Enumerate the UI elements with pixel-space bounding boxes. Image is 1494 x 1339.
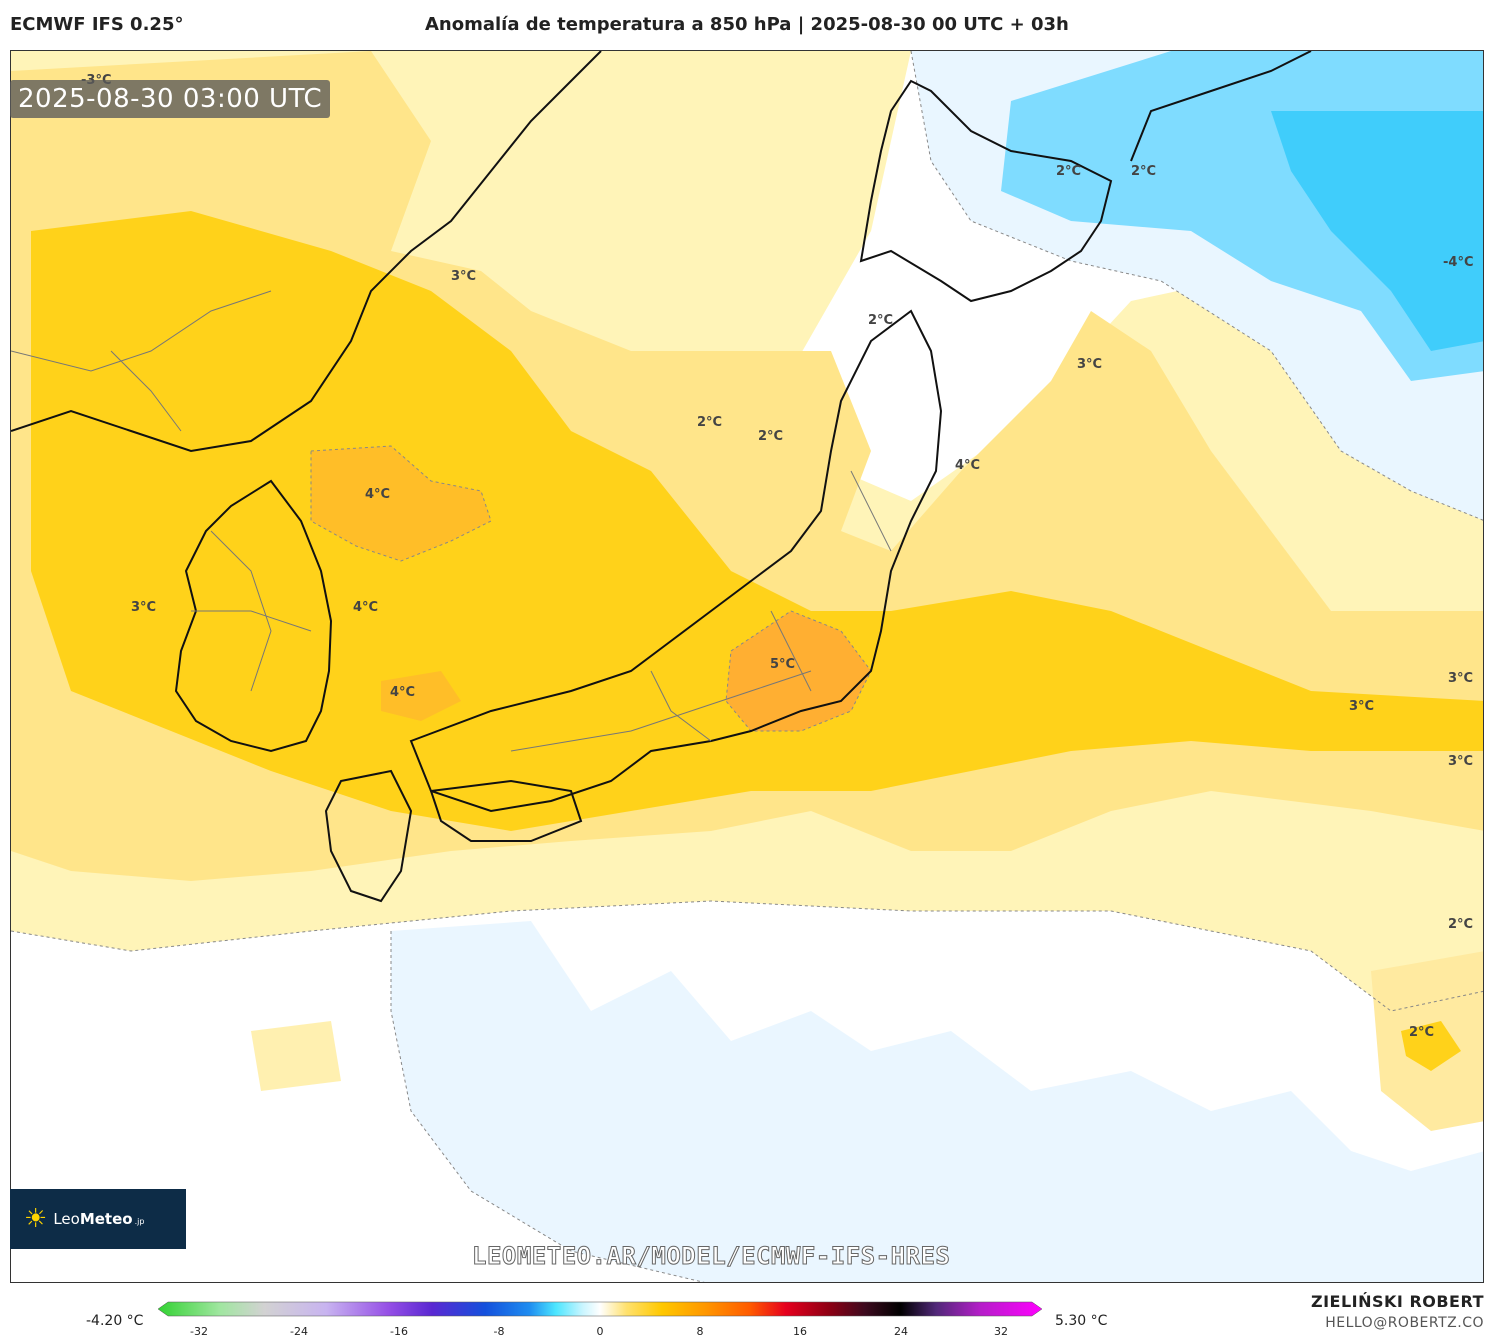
coastline-shikoku — [429, 779, 583, 842]
contour-label: 2°C — [697, 415, 723, 430]
contour-label: 4°C — [955, 458, 981, 473]
coastline-mainland — [11, 51, 602, 453]
model-name: ECMWF IFS 0.25° — [10, 14, 184, 35]
colorbar-min-label: -4.20 °C — [86, 1313, 144, 1329]
anomaly-field-cool-south — [391, 921, 1483, 1282]
admin-border — [11, 290, 272, 372]
colorbar — [158, 1301, 1042, 1317]
contour-label: 3°C — [131, 600, 157, 615]
anomaly-field-coldest-ne — [1271, 111, 1483, 351]
map-title: Anomalía de temperatura a 850 hPa | 2025… — [425, 14, 1069, 35]
leometeo-logo[interactable]: ☀ LeoMeteo .jp — [10, 1189, 186, 1249]
admin-borders — [11, 290, 892, 752]
admin-border — [110, 350, 182, 432]
colorbar-tick: -8 — [493, 1325, 505, 1338]
logo-text: LeoMeteo .jp — [53, 1210, 145, 1228]
colorbar-tick: 24 — [894, 1325, 908, 1338]
colorbar-tick: -24 — [290, 1325, 308, 1338]
anomaly-field-orange-korea — [311, 446, 491, 561]
contour-label: 3°C — [1448, 754, 1474, 769]
admin-border — [510, 670, 812, 752]
author-email[interactable]: HELLO@ROBERTZ.CO — [1325, 1315, 1484, 1331]
anomaly-map — [11, 51, 1483, 1282]
coastline-hokkaido — [859, 79, 1113, 303]
contour-label: 3°C — [1448, 671, 1474, 686]
colorbar-tick: 0 — [596, 1325, 604, 1338]
coastline-sakhalin-kamchatka — [1130, 51, 1312, 162]
anomaly-field-warm-se-core — [1401, 1021, 1461, 1071]
contour-label: 5°C — [770, 657, 796, 672]
contour-lines — [11, 51, 1483, 1282]
colorbar-tick: 32 — [994, 1325, 1008, 1338]
admin-border — [191, 610, 312, 632]
contour-line — [725, 610, 872, 732]
contour-label: 2°C — [1409, 1025, 1435, 1040]
coastline-korea — [174, 479, 333, 753]
anomaly-field-gold — [31, 211, 1483, 831]
colorbar-tick: -16 — [390, 1325, 408, 1338]
contour-label: 3°C — [451, 269, 477, 284]
contour-label: 2°C — [758, 429, 784, 444]
contour-label: 3°C — [1349, 699, 1375, 714]
admin-border — [850, 470, 892, 552]
coastlines — [11, 51, 1312, 903]
contour-line — [910, 51, 1483, 521]
sun-icon: ☀ — [24, 1204, 48, 1234]
contour-label: 2°C — [868, 313, 894, 328]
source-watermark: LEOMETEO.AR/MODEL/ECMWF-IFS-HRES — [471, 1242, 951, 1271]
contour-label: 4°C — [390, 685, 416, 700]
contour-label: 4°C — [353, 600, 379, 615]
admin-border — [770, 610, 812, 692]
valid-time-badge: 2025-08-30 03:00 UTC — [10, 80, 331, 118]
map-area[interactable]: -3°C 3°C 2°C 2°C -4°C 2°C 3°C 2°C 2°C 4°… — [10, 50, 1484, 1283]
colorbar-tick: 8 — [696, 1325, 704, 1338]
colorbar-max-label: 5.30 °C — [1055, 1313, 1108, 1329]
author-credit: ZIELIŃSKI ROBERT — [1310, 1292, 1484, 1311]
contour-label: 4°C — [365, 487, 391, 502]
anomaly-field-orange-honshu — [726, 611, 871, 731]
coastline-honshu — [409, 309, 943, 813]
contour-label: 2°C — [1056, 164, 1082, 179]
colorbar-tick: -32 — [190, 1325, 208, 1338]
contour-label: -4°C — [1443, 255, 1474, 270]
admin-border — [650, 670, 712, 742]
contour-line — [11, 900, 1483, 1012]
anomaly-field-warm-sw — [251, 1021, 341, 1091]
anomaly-field-orange-south — [381, 671, 461, 721]
coastline-kyushu — [324, 769, 413, 903]
admin-border — [210, 530, 272, 692]
contour-line — [390, 931, 705, 1282]
contour-label: 3°C — [1077, 357, 1103, 372]
contour-label: 2°C — [1448, 917, 1474, 932]
contour-label: 2°C — [1131, 164, 1157, 179]
colorbar-tick: 16 — [793, 1325, 807, 1338]
